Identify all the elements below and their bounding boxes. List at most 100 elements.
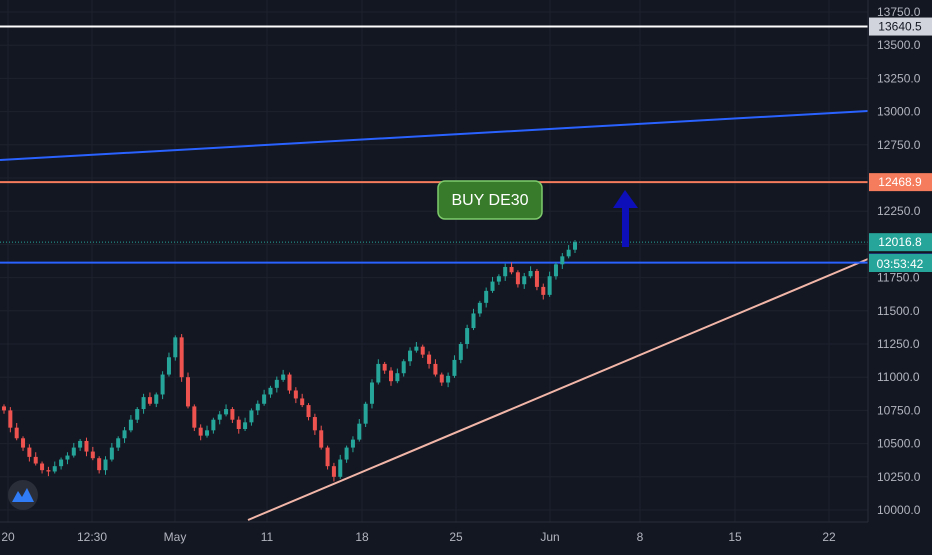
candle-body (173, 337, 178, 358)
candle-body (287, 374, 292, 391)
candle-body (179, 337, 184, 378)
candle-body (205, 430, 210, 436)
candle-body (325, 447, 330, 467)
up-arrow-icon[interactable] (613, 190, 638, 247)
candle-body (414, 346, 419, 351)
candle-body (255, 403, 260, 411)
candle-body (236, 419, 241, 429)
candle-body (433, 363, 438, 375)
candle-body (65, 455, 70, 460)
candle-body (97, 458, 102, 471)
candles (2, 240, 577, 482)
price-tick-label: 11750.0 (877, 271, 920, 285)
lower-support-trend-line[interactable] (247, 258, 869, 521)
candle-body (452, 359, 457, 376)
candle-body (198, 427, 203, 436)
price-tick-label: 11000.0 (877, 370, 920, 384)
candle-body (281, 374, 286, 380)
candle-body (446, 375, 451, 383)
candle-body (217, 414, 222, 420)
candle-body (103, 459, 108, 471)
tradingview-logo-icon[interactable] (8, 480, 38, 510)
upper-blue-trend-line[interactable] (0, 110, 869, 161)
candle-body (2, 406, 6, 411)
price-tick-label: 12750.0 (877, 138, 921, 152)
candle-body (369, 382, 374, 404)
candle-body (534, 270, 539, 287)
candle-body (458, 344, 463, 360)
current-price-tag-label: 12016.8 (878, 235, 922, 249)
candle-body (8, 410, 13, 428)
candle-body (312, 417, 317, 431)
candle-body (319, 430, 324, 448)
white-resistance-tag[interactable] (869, 17, 932, 36)
horizontal-levels[interactable] (0, 25, 868, 264)
time-tick-label: 25 (449, 530, 463, 544)
candle-body (439, 374, 444, 383)
candle-body (573, 242, 577, 250)
candle-body (420, 346, 425, 355)
candle-body (154, 394, 159, 404)
candle-body (21, 438, 26, 448)
countdown-label: 03:53:42 (877, 257, 924, 271)
price-tick-label: 10750.0 (877, 403, 921, 417)
price-tick-label: 13500.0 (877, 38, 921, 52)
candle-body (471, 313, 476, 329)
buy-annotation-box[interactable] (437, 180, 543, 220)
candle-body (547, 276, 552, 295)
candle-body (33, 456, 38, 464)
time-axis[interactable]: 20 12:30 May 11 18 25 Jun 8 15 22 (0, 521, 932, 550)
candle-body (376, 363, 381, 383)
orange-resistance-tag-label: 12468.9 (878, 175, 922, 189)
candle-body (249, 410, 254, 423)
time-tick-label: 22 (822, 530, 836, 544)
candle-body (408, 350, 413, 362)
price-tick-label: 10500.0 (877, 437, 921, 451)
candle-body (363, 403, 368, 424)
candle-body (211, 419, 216, 431)
candle-body (389, 370, 394, 382)
candle-body (331, 466, 336, 477)
candle-body (528, 270, 533, 277)
annotations[interactable]: BUY DE30 (437, 180, 638, 247)
orange-resistance-tag[interactable] (869, 173, 932, 192)
candle-body (268, 387, 273, 395)
time-tick-label: 15 (728, 530, 742, 544)
candle-body (84, 440, 89, 452)
candle-body (116, 438, 121, 448)
candle-body (52, 466, 57, 472)
candle-body (465, 328, 470, 344)
time-tick-label: Jun (540, 530, 559, 544)
time-tick-label: 12:30 (77, 530, 107, 544)
countdown-tag: 03:53:42 (869, 254, 932, 272)
candle-body (46, 470, 51, 472)
buy-annotation-text: BUY DE30 (451, 192, 528, 209)
candle-body (224, 409, 229, 415)
candle-body (503, 266, 508, 277)
candle-body (40, 463, 45, 471)
price-tick-label: 11250.0 (877, 337, 920, 351)
price-tick-label: 10000.0 (877, 503, 921, 517)
candle-body (357, 423, 362, 440)
candle-body (122, 430, 127, 439)
candle-body (71, 447, 76, 456)
candle-body (382, 363, 387, 371)
current-price-tag[interactable] (869, 233, 932, 252)
candle-body (338, 459, 343, 477)
white-resistance-tag-label: 13640.5 (878, 20, 922, 34)
time-tick-label: 8 (637, 530, 644, 544)
price-axis[interactable]: 10000.0 10250.0 10500.0 10750.0 11000.0 11250… (867, 0, 932, 522)
time-tick-label: May (164, 530, 187, 544)
candle-body (27, 447, 32, 457)
candle-body (306, 405, 311, 418)
time-axis-background[interactable] (0, 522, 932, 550)
trend-lines[interactable] (0, 110, 869, 521)
price-tick-label: 10250.0 (877, 470, 921, 484)
time-tick-label: 20 (1, 530, 15, 544)
candle-body (484, 290, 489, 303)
candle-body (522, 276, 527, 285)
